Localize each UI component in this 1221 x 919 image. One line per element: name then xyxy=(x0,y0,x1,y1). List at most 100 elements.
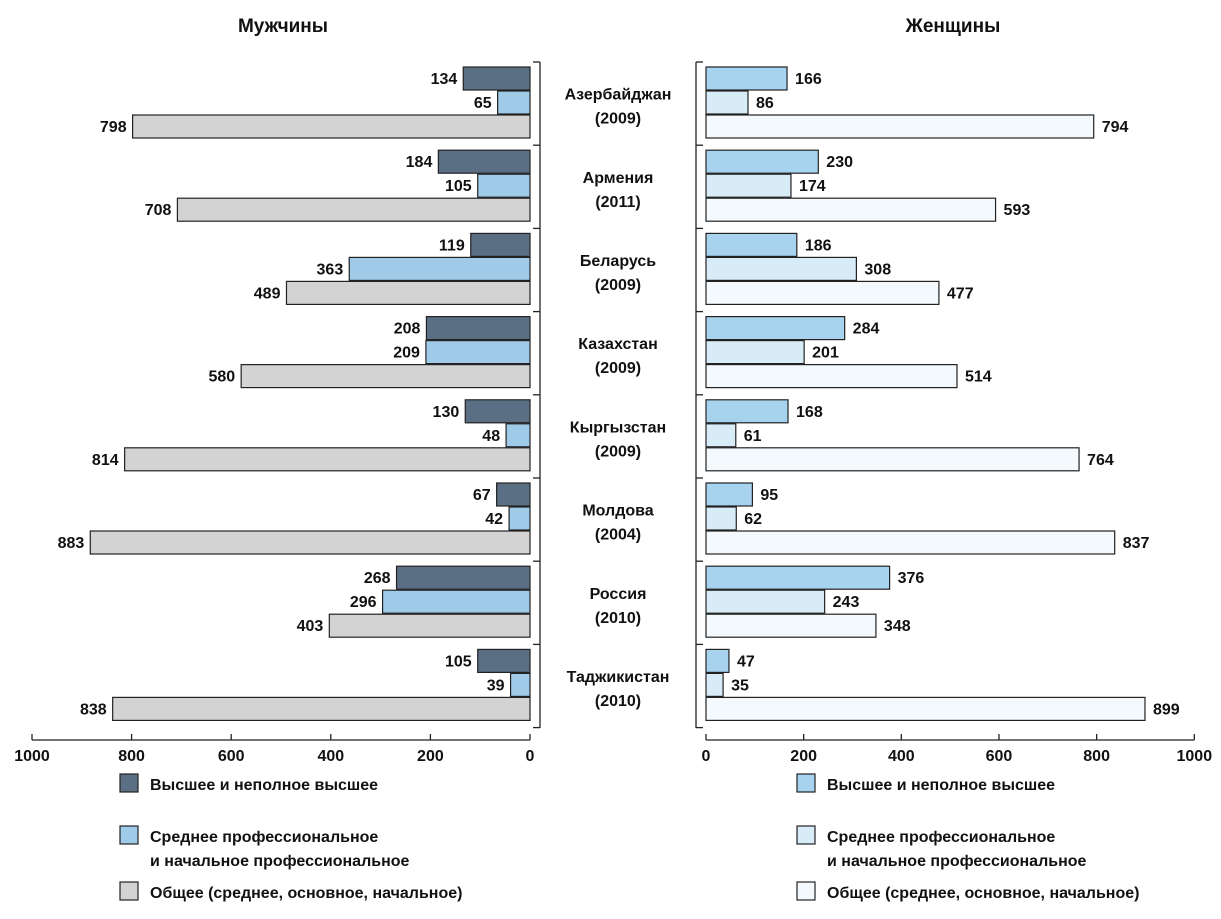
legend-label: и начальное профессиональное xyxy=(150,853,410,870)
bar-men xyxy=(477,648,531,674)
value-label-women: 201 xyxy=(812,345,839,362)
bar-women xyxy=(705,506,737,531)
value-label-men: 42 xyxy=(485,511,503,528)
value-label-women: 35 xyxy=(731,677,749,694)
value-label-men: 48 xyxy=(482,428,500,445)
legend-label: Среднее профессиональное xyxy=(827,829,1055,846)
value-tick-label-women: 1000 xyxy=(1177,748,1213,765)
value-label-women: 166 xyxy=(795,71,822,88)
value-label-women: 376 xyxy=(898,570,925,587)
value-label-women: 168 xyxy=(796,404,823,421)
bar-women xyxy=(705,447,1080,472)
bar-men xyxy=(437,149,531,174)
value-label-women: 62 xyxy=(744,511,762,528)
value-label-women: 86 xyxy=(756,95,774,112)
bar-men xyxy=(124,447,531,472)
bar-women xyxy=(705,589,826,614)
value-label-women: 514 xyxy=(965,369,992,386)
bar-men xyxy=(240,364,531,389)
category-label: Азербайджан xyxy=(565,87,672,104)
category-year-label: (2009) xyxy=(595,277,641,294)
value-tick-label-women: 0 xyxy=(702,748,711,765)
value-label-men: 208 xyxy=(394,321,421,338)
bar-men xyxy=(89,530,531,555)
value-label-men: 184 xyxy=(406,154,433,171)
value-tick-label-men: 0 xyxy=(526,748,535,765)
bar-women xyxy=(705,280,940,305)
bar-women xyxy=(705,672,724,698)
value-tick-label-women: 800 xyxy=(1083,748,1110,765)
bar-women xyxy=(705,482,753,507)
legend-label: Общее (среднее, основное, начальное) xyxy=(827,885,1139,902)
value-label-men: 798 xyxy=(100,119,127,136)
value-label-women: 593 xyxy=(1004,202,1031,219)
category-label: Казахстан xyxy=(578,336,658,353)
bar-women xyxy=(705,648,730,674)
panel-title-men: Мужчины xyxy=(238,16,328,37)
bar-women xyxy=(705,256,857,281)
bar-men xyxy=(348,256,531,281)
category-label: Кыргызстан xyxy=(570,419,666,436)
category-label: Россия xyxy=(590,586,647,603)
category-year-label: (2010) xyxy=(595,693,641,710)
panel-titles: Мужчины Женщины xyxy=(238,16,1000,37)
category-label: Беларусь xyxy=(580,253,656,270)
bar-women xyxy=(705,530,1116,555)
legend-swatch xyxy=(119,881,139,901)
value-label-men: 814 xyxy=(92,452,119,469)
bar-women xyxy=(705,149,819,174)
category-year-label: (2009) xyxy=(595,443,641,460)
value-label-men: 489 xyxy=(254,285,281,302)
value-label-women: 348 xyxy=(884,618,911,635)
value-label-men: 883 xyxy=(58,535,85,552)
bar-men xyxy=(176,197,531,222)
bar-women xyxy=(705,90,749,115)
legend-swatch xyxy=(796,825,816,845)
value-label-men: 708 xyxy=(145,202,172,219)
category-year-label: (2010) xyxy=(595,610,641,627)
value-label-women: 284 xyxy=(853,321,880,338)
value-tick-label-women: 600 xyxy=(986,748,1013,765)
legend-label: Общее (среднее, основное, начальное) xyxy=(150,885,462,902)
bar-women xyxy=(705,232,798,257)
value-label-women: 230 xyxy=(826,154,853,171)
bar-men xyxy=(496,482,531,507)
value-label-women: 95 xyxy=(760,487,778,504)
bar-women xyxy=(705,114,1095,139)
value-label-men: 39 xyxy=(487,677,505,694)
value-tick-label-women: 400 xyxy=(888,748,915,765)
bar-men xyxy=(505,423,531,448)
bar-men xyxy=(425,316,531,341)
value-label-women: 899 xyxy=(1153,701,1180,718)
bars xyxy=(89,66,1146,722)
bar-men xyxy=(285,280,531,305)
panel-title-women: Женщины xyxy=(905,16,1001,37)
category-label: Молдова xyxy=(582,503,653,520)
bar-men xyxy=(112,696,531,722)
value-label-women: 308 xyxy=(864,261,891,278)
value-label-men: 296 xyxy=(350,594,377,611)
category-labels: Азербайджан (2009) Армения (2011) Беларусь (2… xyxy=(565,87,672,710)
value-label-women: 764 xyxy=(1087,452,1114,469)
legend-label: и начальное профессиональное xyxy=(827,853,1087,870)
value-label-women: 243 xyxy=(833,594,860,611)
value-tick-label-men: 800 xyxy=(118,748,145,765)
value-tick-label-men: 1000 xyxy=(14,748,50,765)
bar-women xyxy=(705,364,958,389)
bar-women xyxy=(705,340,805,365)
bar-women xyxy=(705,423,737,448)
value-label-women: 47 xyxy=(737,653,755,670)
legend-label: Высшее и неполное высшее xyxy=(150,777,378,794)
value-label-women: 794 xyxy=(1102,119,1129,136)
category-year-label: (2009) xyxy=(595,111,641,128)
category-label: Таджикистан xyxy=(567,669,670,686)
value-label-women: 61 xyxy=(744,428,762,445)
legend-label: Высшее и неполное высшее xyxy=(827,777,1055,794)
bar-women xyxy=(705,399,789,424)
value-label-men: 403 xyxy=(297,618,324,635)
category-year-label: (2009) xyxy=(595,360,641,377)
bar-women xyxy=(705,565,891,590)
value-label-men: 119 xyxy=(439,237,465,254)
value-label-men: 67 xyxy=(473,487,491,504)
